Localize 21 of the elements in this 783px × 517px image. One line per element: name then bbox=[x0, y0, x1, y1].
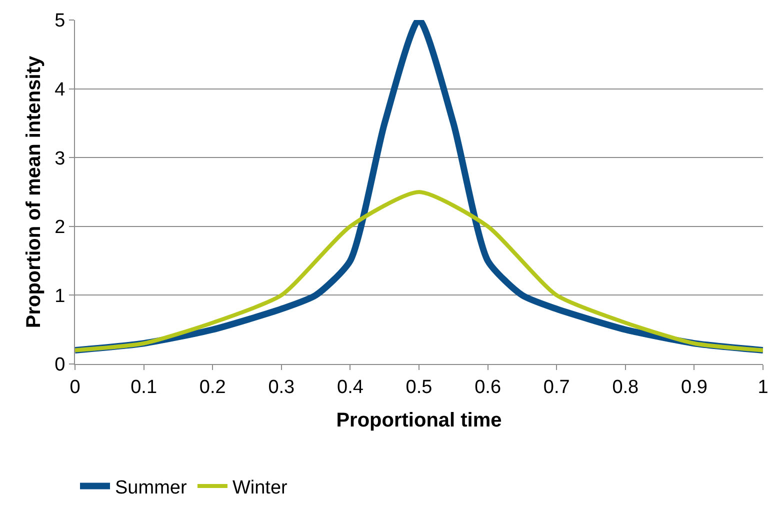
x-tick-label: 0.6 bbox=[474, 376, 502, 398]
y-tick-label: 5 bbox=[54, 10, 66, 32]
x-tick-label: 0.7 bbox=[543, 376, 570, 398]
x-tick-label: 0.5 bbox=[406, 376, 432, 398]
x-tick-label: 0.1 bbox=[130, 376, 158, 398]
x-tick-label: 0.3 bbox=[268, 376, 295, 398]
x-tick-label: 0.8 bbox=[612, 376, 639, 398]
x-tick-label: 0.9 bbox=[680, 376, 708, 398]
y-tick-label: 1 bbox=[54, 286, 66, 307]
legend-label: Summer bbox=[115, 477, 188, 498]
y-tick-label: 0 bbox=[54, 354, 66, 376]
y-tick-label: 3 bbox=[54, 148, 66, 170]
legend-label: Winter bbox=[232, 477, 288, 498]
x-axis-title: Proportional time bbox=[336, 409, 502, 432]
y-tick-label: 4 bbox=[54, 79, 66, 100]
x-tick-label: 0.4 bbox=[336, 376, 364, 398]
x-tick-label: 0 bbox=[70, 376, 80, 398]
y-axis-title: Proportion of mean intensity bbox=[23, 55, 46, 328]
x-tick-label: 0.2 bbox=[199, 376, 226, 398]
x-tick-label: 1 bbox=[758, 376, 768, 398]
y-tick-label: 2 bbox=[54, 217, 66, 238]
